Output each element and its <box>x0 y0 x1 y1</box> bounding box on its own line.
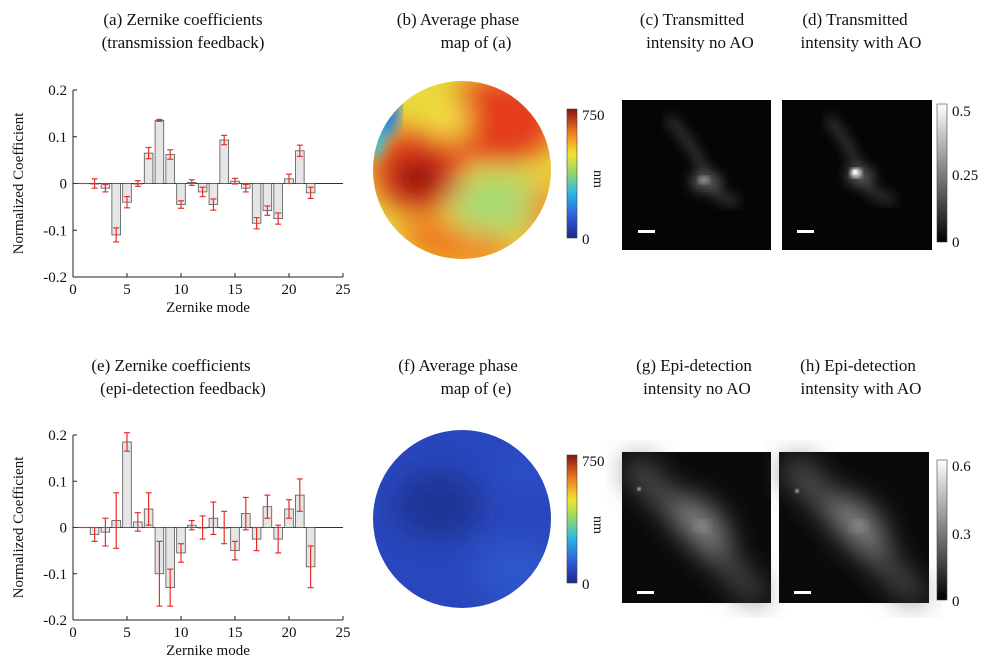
chart-e-y-tick-label: 0.2 <box>48 428 67 444</box>
scale-bar-g <box>637 591 654 594</box>
bar-chart-transmission: -0.2 -0.1 0 0.1 0.2 0 5 10 15 20 25 Zernike mode Nor… <box>11 83 351 316</box>
chart-e-y-tick-label: 0 <box>60 521 68 537</box>
chart-a-x-tick-label: 0 <box>69 282 77 298</box>
scale-bar-c <box>638 230 655 233</box>
chart-a-x-tick-label: 20 <box>282 282 297 298</box>
panel-d-title: (d) Transmitted intensity with AO <box>801 10 922 52</box>
colorbar-d-max: 0.5 <box>952 104 971 120</box>
phase-map-b <box>373 81 551 259</box>
chart-e-y-tick-label: 0.1 <box>48 474 67 490</box>
panel-c-title-line2: intensity no AO <box>646 33 754 52</box>
chart-a-x-label: Zernike mode <box>166 300 250 316</box>
chart-a-x-tick-label: 10 <box>174 282 189 298</box>
panel-h-title-line2: intensity with AO <box>801 379 922 398</box>
panel-e-title-line1: (e) Zernike coefficients <box>91 356 250 375</box>
colorbar-d-mid: 0.25 <box>952 168 978 184</box>
panel-e-title: (e) Zernike coefficients (epi-detection … <box>91 356 265 398</box>
panel-a-title-line1: (a) Zernike coefficients <box>103 10 262 29</box>
chart-e-y-label: Normalized Coefficient <box>11 456 27 599</box>
panel-g-title: (g) Epi-detection intensity no AO <box>636 356 752 398</box>
chart-a-y-tick-label: -0.2 <box>43 270 67 286</box>
chart-a-y-tick-label: 0 <box>60 177 68 193</box>
chart-a-x-tick-label: 25 <box>336 282 351 298</box>
chart-a-y-label: Normalized Coefficient <box>11 112 27 255</box>
panel-c-title-line1: (c) Transmitted <box>640 10 745 29</box>
colorbar-b-max: 750 <box>582 108 605 124</box>
panel-f-title-line2: map of (e) <box>441 379 512 398</box>
panel-g-title-line2: intensity no AO <box>643 379 751 398</box>
intensity-image-g <box>622 452 771 603</box>
colorbar-h-scale <box>936 459 948 601</box>
colorbar-f: 750 0 nm <box>566 454 605 593</box>
chart-a-y-tick-label: 0.1 <box>48 130 67 146</box>
chart-e-y-tick-label: -0.1 <box>43 567 67 583</box>
chart-e-bar <box>122 441 132 528</box>
chart-e-x-label: Zernike mode <box>166 643 250 659</box>
panel-b-title-line1: (b) Average phase <box>397 10 519 29</box>
colorbar-h-mid: 0.3 <box>952 527 971 543</box>
panel-f-title: (f) Average phase map of (e) <box>398 356 518 398</box>
colorbar-h: 0.6 0.3 0 <box>936 459 971 610</box>
panel-h-title: (h) Epi-detection intensity with AO <box>800 356 921 398</box>
colorbar-f-max: 750 <box>582 454 605 470</box>
panel-b-title-line2: map of (a) <box>441 33 512 52</box>
panel-h-title-line1: (h) Epi-detection <box>800 356 916 375</box>
chart-e-x-tick-label: 15 <box>228 625 243 641</box>
chart-e-x-tick-label: 20 <box>282 625 297 641</box>
colorbar-d-scale <box>936 103 948 243</box>
panel-e-title-line2: (epi-detection feedback) <box>100 379 266 398</box>
colorbar-b: 750 0 nm <box>566 108 605 248</box>
colorbar-h-min: 0 <box>952 594 960 610</box>
panel-a-title: (a) Zernike coefficients (transmission f… <box>102 10 265 52</box>
panel-c-title: (c) Transmitted intensity no AO <box>640 10 754 52</box>
intensity-image-h <box>779 452 929 603</box>
chart-a-bar <box>154 119 165 184</box>
panel-d-title-line2: intensity with AO <box>801 33 922 52</box>
panel-g-title-line1: (g) Epi-detection <box>636 356 752 375</box>
scale-bar-h <box>794 591 811 594</box>
chart-a-x-tick-label: 15 <box>228 282 243 298</box>
colorbar-f-scale <box>566 454 578 584</box>
colorbar-f-min: 0 <box>582 577 590 593</box>
colorbar-d-min: 0 <box>952 235 960 251</box>
colorbar-b-min: 0 <box>582 232 590 248</box>
colorbar-b-unit: nm <box>590 170 605 188</box>
colorbar-h-max: 0.6 <box>952 459 971 475</box>
panel-a-title-line2: (transmission feedback) <box>102 33 265 52</box>
panel-f-title-line1: (f) Average phase <box>398 356 518 375</box>
chart-e-x-tick-label: 0 <box>69 625 77 641</box>
chart-a-bar <box>111 183 121 236</box>
chart-a-x-tick-label: 5 <box>123 282 131 298</box>
chart-a-bar <box>219 139 229 184</box>
colorbar-f-unit: nm <box>590 516 605 534</box>
panel-d-title-line1: (d) Transmitted <box>802 10 908 29</box>
chart-a-y-tick-label: -0.1 <box>43 223 67 239</box>
intensity-image-c <box>622 100 771 250</box>
scale-bar-d <box>797 230 814 233</box>
panel-b-title: (b) Average phase map of (a) <box>397 10 519 52</box>
chart-e-y-tick-label: -0.2 <box>43 613 67 629</box>
colorbar-b-scale <box>566 108 578 239</box>
intensity-image-d <box>782 100 932 250</box>
chart-a-y-tick-label: 0.2 <box>48 83 67 99</box>
chart-e-x-tick-label: 10 <box>174 625 189 641</box>
colorbar-d: 0.5 0.25 0 <box>936 103 978 251</box>
chart-e-x-tick-label: 25 <box>336 625 351 641</box>
chart-e-x-tick-label: 5 <box>123 625 131 641</box>
bar-chart-epi-detection: -0.2 -0.1 0 0.1 0.2 0 5 10 15 20 25 Zernike mode Nor… <box>11 428 351 659</box>
phase-map-f <box>373 430 551 608</box>
